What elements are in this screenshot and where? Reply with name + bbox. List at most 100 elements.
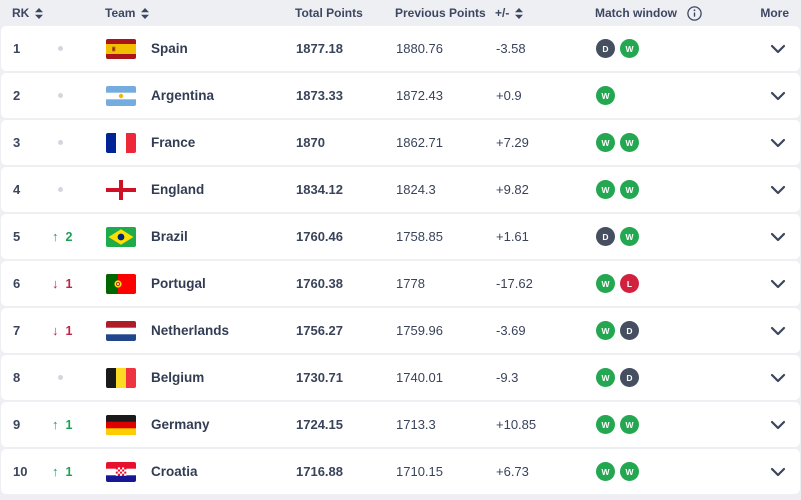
- previous-points-value: 1880.76: [396, 41, 443, 56]
- expand-row-button[interactable]: [741, 279, 800, 289]
- expand-row-button[interactable]: [741, 185, 800, 195]
- total-points-value: 1756.27: [296, 323, 343, 338]
- team-cell: France: [101, 132, 296, 153]
- team-name: Portugal: [151, 276, 206, 291]
- points-change-value: -9.3: [496, 370, 519, 385]
- total-points-value: 1873.33: [296, 88, 343, 103]
- match-result-badge-w: W: [596, 133, 615, 152]
- expand-row-button[interactable]: [741, 420, 800, 430]
- team-name: Spain: [151, 41, 188, 56]
- rank-up-icon: ↑: [52, 464, 59, 479]
- column-header-total-points: Total Points: [295, 6, 395, 20]
- expand-row-button[interactable]: [741, 138, 800, 148]
- points-change-value: -3.58: [496, 41, 526, 56]
- match-result-badge-d: D: [596, 39, 615, 58]
- column-header-rank[interactable]: RK: [12, 6, 50, 20]
- team-name: Brazil: [151, 229, 188, 244]
- rank-movement: ↓ 1: [51, 324, 101, 338]
- table-row[interactable]: 7 ↓ 1 Netherlands 1756.27 1759.96 -3.69 W…: [1, 308, 800, 353]
- team-cell: Croatia: [101, 461, 296, 482]
- expand-row-button[interactable]: [741, 467, 800, 477]
- rank-value: 5: [13, 229, 21, 244]
- column-header-team[interactable]: Team: [100, 6, 295, 20]
- column-header-previous-points: Previous Points: [395, 6, 495, 20]
- chevron-down-icon: [770, 232, 786, 242]
- sort-icon: [35, 7, 44, 19]
- previous-points-header-label: Previous Points: [395, 6, 486, 20]
- more-header-label: More: [760, 6, 789, 20]
- total-points-header-label: Total Points: [295, 6, 363, 20]
- fr-flag-icon: [106, 132, 136, 153]
- match-result-badge-w: W: [596, 321, 615, 340]
- match-result-badge-w: W: [620, 227, 639, 246]
- match-result-badge-w: W: [596, 462, 615, 481]
- rank-movement-value: 1: [65, 417, 73, 432]
- rank-movement: [51, 46, 101, 51]
- rank-down-icon: ↓: [52, 276, 59, 291]
- rank-down-icon: ↓: [52, 323, 59, 338]
- expand-row-button[interactable]: [741, 373, 800, 383]
- info-icon[interactable]: [687, 5, 702, 21]
- match-result-badge-w: W: [596, 368, 615, 387]
- rank-value: 1: [13, 41, 21, 56]
- match-result-badge-d: D: [620, 368, 639, 387]
- team-cell: Argentina: [101, 85, 296, 106]
- be-flag-icon: [106, 367, 136, 388]
- points-change-value: +6.73: [496, 464, 529, 479]
- previous-points-value: 1710.15: [396, 464, 443, 479]
- expand-row-button[interactable]: [741, 232, 800, 242]
- match-result-badge-w: W: [620, 133, 639, 152]
- total-points-value: 1760.46: [296, 229, 343, 244]
- match-result-badge-w: W: [596, 86, 615, 105]
- team-name: France: [151, 135, 196, 150]
- table-row[interactable]: 2 Argentina 1873.33 1872.43 +0.9 W: [1, 73, 800, 118]
- team-cell: Portugal: [101, 273, 296, 294]
- en-flag-icon: [106, 179, 136, 200]
- expand-row-button[interactable]: [741, 91, 800, 101]
- previous-points-value: 1759.96: [396, 323, 443, 338]
- rank-value: 9: [13, 417, 21, 432]
- rank-value: 7: [13, 323, 21, 338]
- match-result-badge-w: W: [620, 415, 639, 434]
- match-result-badge-w: W: [620, 180, 639, 199]
- team-cell: Belgium: [101, 367, 296, 388]
- expand-row-button[interactable]: [741, 44, 800, 54]
- sort-icon: [515, 7, 524, 19]
- expand-row-button[interactable]: [741, 326, 800, 336]
- team-name: Germany: [151, 417, 210, 432]
- chevron-down-icon: [770, 138, 786, 148]
- column-header-plus-minus[interactable]: +/-: [495, 6, 595, 20]
- total-points-value: 1760.38: [296, 276, 343, 291]
- ar-flag-icon: [106, 85, 136, 106]
- match-result-badge-w: W: [596, 415, 615, 434]
- table-header: RK Team Total Points Previous Points +/-…: [0, 0, 801, 26]
- column-header-more: More: [740, 6, 801, 20]
- points-change-value: +0.9: [496, 88, 522, 103]
- team-cell: Brazil: [101, 226, 296, 247]
- points-change-value: -3.69: [496, 323, 526, 338]
- chevron-down-icon: [770, 279, 786, 289]
- no-movement-dot: [58, 187, 63, 192]
- no-movement-dot: [58, 93, 63, 98]
- team-cell: Germany: [101, 414, 296, 435]
- rank-movement: ↑ 1: [51, 465, 101, 479]
- points-change-value: +9.82: [496, 182, 529, 197]
- points-change-value: +7.29: [496, 135, 529, 150]
- previous-points-value: 1758.85: [396, 229, 443, 244]
- rank-value: 2: [13, 88, 21, 103]
